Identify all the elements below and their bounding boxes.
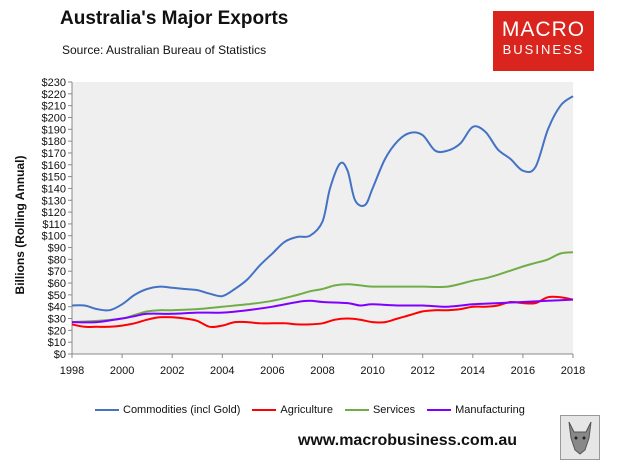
macrobusiness-logo: MACRO BUSINESS [493, 11, 594, 71]
y-tick-label: $70 [48, 266, 66, 278]
y-tick-label: $220 [42, 89, 66, 101]
y-tick-label: $0 [54, 349, 66, 361]
legend-swatch-manufacturing [427, 409, 452, 411]
series-lines [71, 95, 574, 329]
x-tick-label: 2018 [561, 365, 585, 377]
chart-title: Australia's Major Exports [60, 8, 289, 29]
x-tick-label: 2014 [461, 365, 485, 377]
legend-label-manufacturing: Manufacturing [455, 404, 525, 416]
legend-label-commodities: Commodities (incl Gold) [123, 404, 241, 416]
y-tick-label: $230 [42, 77, 66, 89]
legend-swatch-commodities [95, 409, 119, 411]
y-tick-label: $140 [42, 183, 66, 195]
logo-line-1: MACRO [501, 18, 586, 41]
y-tick-label: $60 [48, 278, 66, 290]
site-url: www.macrobusiness.com.au [298, 432, 518, 449]
series-line-manufacturing [71, 298, 574, 324]
x-tick-label: 2016 [511, 365, 535, 377]
plot-area [72, 82, 573, 354]
y-tick-label: $80 [48, 254, 66, 266]
y-tick-label: $180 [42, 136, 66, 148]
y-tick-label: $160 [42, 160, 66, 172]
y-tick-label: $120 [42, 207, 66, 219]
y-tick-label: $200 [42, 112, 66, 124]
logo-line-2: BUSINESS [502, 42, 585, 57]
legend-label-services: Services [372, 404, 416, 416]
source-note: Source: Australian Bureau of Statistics [62, 43, 267, 57]
wolf-icon [568, 421, 592, 455]
legend-item-services: Services [344, 404, 416, 416]
y-tick-label: $130 [42, 195, 66, 207]
y-axis-label: Billions (Rolling Annual) [13, 156, 27, 295]
legend-label-agriculture: Agriculture [280, 404, 333, 416]
legend-swatch-agriculture [252, 409, 277, 411]
legend-item-commodities: Commodities (incl Gold) [95, 404, 240, 416]
y-tick-label: $110 [42, 219, 66, 231]
x-tick-label: 2000 [110, 365, 134, 377]
x-axis: 1998 2000 2002 2004 2006 2008 2010 2012 2014 2016… [60, 353, 585, 377]
y-tick-label: $170 [42, 148, 66, 160]
x-tick-label: 2004 [210, 365, 234, 377]
chart-legend: Commodities (incl Gold) Agriculture Serv… [95, 404, 525, 416]
legend-swatch-services [344, 409, 369, 411]
x-tick-label: 2006 [260, 365, 284, 377]
y-axis: $0$10$20$30$40$50$60$70$80$90$100$110$12… [42, 77, 73, 361]
series-line-agriculture [71, 295, 574, 329]
legend-item-manufacturing: Manufacturing [427, 404, 525, 416]
y-tick-label: $50 [48, 290, 66, 302]
series-line-services [71, 251, 574, 324]
legend-item-agriculture: Agriculture [252, 404, 333, 416]
x-tick-label: 2002 [160, 365, 184, 377]
wolf-logo [560, 415, 600, 460]
y-tick-label: $20 [48, 325, 66, 337]
y-tick-label: $190 [42, 124, 66, 136]
x-tick-label: 2008 [310, 365, 334, 377]
x-tick-label: 1998 [60, 365, 84, 377]
y-tick-label: $40 [48, 302, 66, 314]
series-line-commodities [71, 95, 574, 312]
y-tick-label: $90 [48, 243, 66, 255]
x-tick-label: 2012 [410, 365, 434, 377]
y-tick-label: $210 [42, 101, 66, 113]
y-tick-label: $100 [42, 231, 66, 243]
x-tick-label: 2010 [360, 365, 384, 377]
y-tick-label: $150 [42, 172, 66, 184]
y-tick-label: $10 [48, 337, 66, 349]
y-tick-label: $30 [48, 314, 66, 326]
